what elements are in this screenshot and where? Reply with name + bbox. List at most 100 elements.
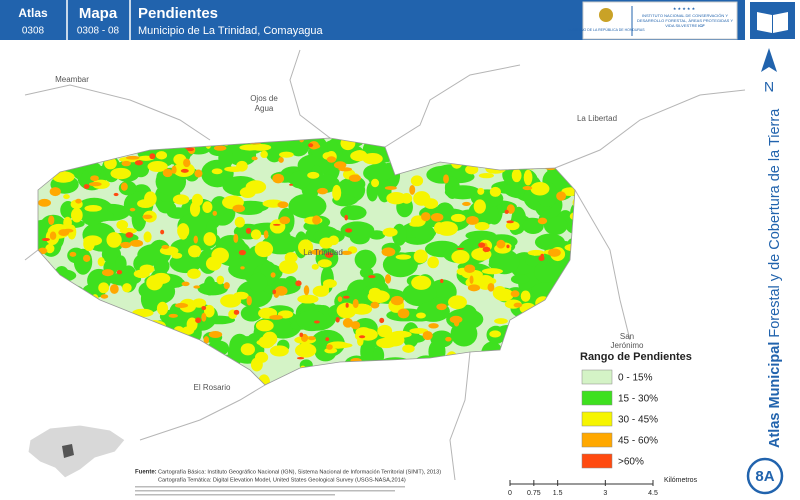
- slope-patch: [89, 209, 114, 222]
- slope-patch: [415, 361, 452, 380]
- slope-patch: [335, 316, 340, 323]
- slope-patch: [581, 305, 588, 315]
- slope-patch: [194, 169, 203, 178]
- atlas-side-title: Atlas Municipal Forestal y de Cobertura …: [767, 108, 783, 448]
- place-labels: Meambar Ojos de Agua La Libertad La Trin…: [55, 75, 644, 392]
- slope-patch: [58, 304, 63, 307]
- place-label: Agua: [255, 104, 274, 113]
- slope-patch: [402, 282, 438, 307]
- place-label: Meambar: [55, 75, 89, 84]
- slope-patch: [395, 254, 412, 260]
- slope-patch: [101, 357, 122, 365]
- slope-patch: [108, 349, 119, 354]
- slope-patch: [218, 146, 234, 170]
- slope-patch: [321, 381, 328, 384]
- slope-patch: [59, 350, 76, 374]
- slope-patch: [153, 143, 161, 150]
- slope-patch: [521, 325, 543, 351]
- slope-patch: [548, 248, 561, 257]
- slope-patch: [73, 248, 93, 275]
- slope-patch: [505, 221, 520, 231]
- map-code: 0308 - 08: [77, 26, 120, 37]
- slope-patch: [557, 372, 575, 383]
- slope-patch: [38, 303, 52, 326]
- slope-patch: [506, 244, 510, 249]
- slope-patch: [547, 348, 567, 366]
- slope-patch: [116, 269, 123, 275]
- slope-raster: [38, 138, 591, 385]
- slope-patch: [205, 256, 222, 271]
- slope-patch: [344, 214, 348, 221]
- slope-patch: [100, 294, 109, 299]
- slope-patch: [299, 332, 304, 338]
- inset-country: [27, 424, 126, 479]
- slope-patch: [398, 359, 412, 375]
- slope-patch: [201, 312, 207, 322]
- note-line: [135, 490, 395, 492]
- boundary-line: [574, 189, 631, 341]
- slope-patch: [201, 305, 207, 311]
- slope-patch: [325, 337, 330, 342]
- slope-patch: [432, 147, 448, 157]
- slope-patch: [71, 376, 79, 379]
- slope-patch: [80, 347, 100, 356]
- slope-patch: [83, 184, 90, 189]
- slope-patch: [100, 138, 107, 140]
- slope-patch: [527, 249, 545, 256]
- slope-patch: [340, 138, 356, 151]
- slope-patch: [579, 278, 591, 284]
- slope-patch: [127, 138, 153, 149]
- slope-patch: [409, 327, 429, 334]
- slope-patch: [71, 300, 107, 327]
- slope-patch: [531, 282, 564, 298]
- institute-name: INSTITUTO NACIONAL DE CONSERVACIÓN Y DES…: [636, 13, 734, 28]
- slope-patch: [122, 283, 132, 293]
- slope-patch: [337, 296, 343, 303]
- slope-patch: [155, 151, 168, 160]
- slope-patch: [175, 356, 205, 370]
- slope-patch: [202, 201, 213, 213]
- slope-patch: [142, 214, 153, 220]
- slope-patch: [191, 338, 202, 352]
- slope-patch: [299, 365, 307, 374]
- slope-patch: [176, 374, 185, 382]
- slope-patch: [79, 304, 95, 314]
- slope-patch: [384, 186, 397, 190]
- slope-patch: [536, 358, 557, 380]
- source-line: Cartografía Temática: Digital Elevation …: [158, 477, 406, 483]
- slope-patch: [59, 310, 93, 333]
- slope-patch: [481, 368, 486, 373]
- slope-patch: [567, 300, 575, 310]
- slope-patch: [49, 369, 61, 379]
- slope-patch: [494, 138, 510, 144]
- slope-patch: [77, 340, 97, 347]
- slope-patch: [110, 167, 132, 180]
- slope-patch: [428, 339, 446, 364]
- slope-patch: [47, 311, 69, 321]
- slope-patch: [62, 292, 80, 303]
- slope-patch: [377, 138, 388, 139]
- slope-patch: [409, 184, 416, 195]
- scale-tick-label: 0: [508, 490, 512, 497]
- slope-patch: [384, 274, 392, 284]
- slope-patch: [541, 363, 556, 384]
- slope-patch: [388, 149, 419, 160]
- slope-patch: [490, 360, 500, 368]
- slope-patch: [451, 249, 470, 264]
- slope-patch: [155, 330, 170, 345]
- boundary-line: [554, 89, 746, 169]
- slope-patch: [464, 264, 476, 274]
- place-label: Ojos de: [250, 94, 278, 103]
- slope-patch: [494, 318, 508, 325]
- page-badge: [746, 457, 784, 495]
- slope-patch: [38, 376, 43, 385]
- place-label: El Rosario: [194, 383, 231, 392]
- slope-patch: [372, 346, 385, 365]
- slope-patch: [342, 370, 351, 372]
- source-label: Fuente:: [135, 470, 157, 476]
- slope-patch: [384, 361, 403, 374]
- slope-patch: [147, 161, 168, 172]
- slope-patch: [134, 339, 153, 349]
- side-title-rest: Forestal y de Cobertura de la Tierra: [767, 108, 783, 342]
- slope-patch: [150, 327, 181, 350]
